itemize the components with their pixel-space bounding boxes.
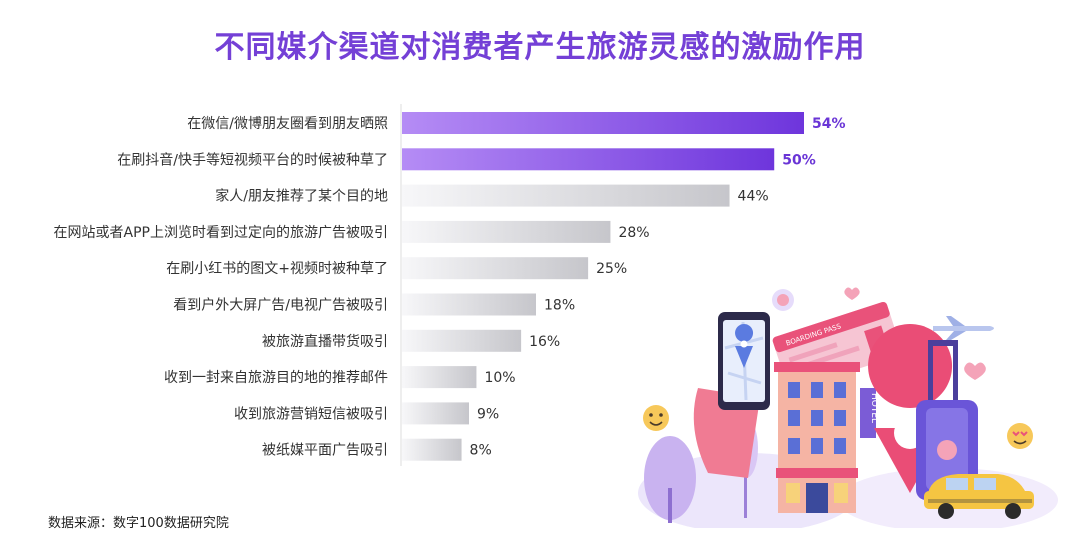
bar [402, 257, 589, 280]
value-label: 8% [470, 443, 492, 459]
bar [402, 366, 477, 389]
category-label: 看到户外大屏广告/电视广告被吸引 [173, 297, 388, 314]
category-label: 在微信/微博朋友圈看到朋友晒照 [187, 115, 388, 132]
value-label: 28% [618, 225, 649, 241]
map-pin-icon [735, 324, 754, 368]
tree-icon [644, 436, 696, 523]
taxi-icon [924, 474, 1034, 519]
category-label: 收到旅游营销短信被吸引 [234, 406, 388, 422]
category-label: 在网站或者APP上浏览时看到过定向的旅游广告被吸引 [54, 225, 388, 241]
emoji-icon [772, 289, 794, 311]
bar [402, 112, 804, 134]
travel-illustration: BOARDING PASS HOTEL [638, 287, 1058, 528]
value-label: 9% [477, 406, 499, 422]
bar [402, 220, 611, 243]
category-label: 被旅游直播带货吸引 [262, 333, 388, 350]
hotel-sign-text: HOTEL [869, 393, 879, 423]
value-label: 25% [596, 261, 627, 277]
value-label: 44% [738, 189, 769, 205]
data-source-note: 数据来源：数字100数据研究院 [48, 516, 229, 531]
value-label: 16% [529, 334, 560, 350]
bar [402, 148, 775, 171]
bar [402, 329, 522, 352]
hotel-building-icon [774, 362, 860, 513]
value-label: 50% [782, 152, 816, 168]
category-label: 家人/朋友推荐了某个目的地 [215, 188, 388, 205]
bars-group: 在微信/微博朋友圈看到朋友晒照 54% 在刷抖音/快手等短视频平台的时候被种草了 50… [54, 112, 846, 461]
value-label: 18% [544, 298, 575, 314]
bar [402, 402, 469, 425]
airplane-icon [933, 316, 994, 340]
bar [402, 293, 536, 316]
chart-title: 不同媒介渠道对消费者产生旅游灵感的激励作用 [214, 30, 866, 65]
heart-icon [964, 362, 986, 380]
smartphone-icon [693, 312, 770, 478]
bar [402, 438, 462, 461]
heart-icon [844, 287, 860, 300]
value-label: 10% [484, 370, 515, 386]
category-label: 在刷抖音/快手等短视频平台的时候被种草了 [117, 151, 388, 168]
category-label: 被纸媒平面广告吸引 [262, 443, 388, 459]
category-label: 收到一封来自旅游目的地的推荐邮件 [164, 370, 388, 386]
emoji-icon [643, 405, 669, 431]
value-label: 54% [812, 116, 846, 132]
category-label: 在刷小红书的图文+视频时被种草了 [166, 261, 388, 277]
bar [402, 184, 730, 207]
hotel-sign: HOTEL [860, 388, 879, 438]
emoji-icon [1007, 423, 1033, 449]
